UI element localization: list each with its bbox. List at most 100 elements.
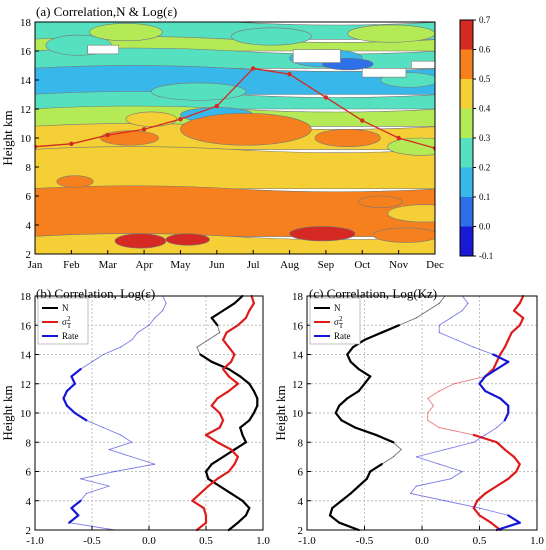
- series-sigma-segment: [472, 433, 498, 444]
- series-n-segment: [216, 324, 221, 334]
- legend-label-sub: T: [67, 322, 72, 330]
- series-n-segment: [369, 463, 383, 473]
- series-n-segment: [363, 331, 383, 341]
- series-n-segment: [427, 302, 440, 312]
- y-tick-label: 14: [292, 350, 304, 362]
- colorbar-tick-label: 0.3: [479, 133, 491, 143]
- series-n-segment: [349, 485, 360, 495]
- series-n-segment: [252, 389, 259, 400]
- legend-label-sup: 2: [339, 315, 343, 323]
- series-rate-segment: [479, 507, 509, 516]
- series-rate-segment: [91, 354, 104, 363]
- series-rate-segment: [65, 404, 77, 415]
- series-n-segment: [210, 316, 219, 327]
- panel-b: (b) Correlation, Log(ε) -1.0 -0.5 0.0 0.5 1.…: [0, 286, 270, 547]
- panel-c: (c) Correlation, Log(Kz) -1.0 -0.5 0.0 0.5 1…: [273, 286, 544, 547]
- series-sigma-segment: [207, 477, 219, 488]
- x-tick-label: Aug: [280, 259, 299, 271]
- y-tick-label: 10: [20, 133, 32, 145]
- series-n-segment: [354, 426, 378, 437]
- panel-a: (a) Correlation,N & Log(ε) Jan Feb Mar Apr M…: [0, 4, 493, 271]
- x-tick-label: 0.5: [473, 535, 487, 547]
- series-n-segment: [229, 492, 244, 502]
- series-n-segment: [248, 382, 255, 393]
- y-tick-label: 12: [292, 379, 303, 391]
- series-n-segment: [334, 404, 341, 415]
- tropopause-marker: [69, 141, 74, 146]
- x-tick-label: 0.0: [142, 535, 156, 547]
- contour-blob: [114, 233, 167, 249]
- series-sigma-segment: [499, 346, 506, 356]
- contour-blob: [125, 111, 178, 127]
- y-tick-label: 2: [26, 525, 32, 537]
- series-sigma-segment: [512, 455, 521, 466]
- colorbar-tick-label: 0.1: [479, 192, 490, 202]
- series-sigma-segment: [195, 521, 208, 532]
- series-n-segment: [380, 324, 401, 334]
- series-sigma-segment: [492, 360, 498, 371]
- series-n-segment: [346, 353, 352, 363]
- legend-label: σT2: [334, 315, 344, 330]
- colorbar-tick-label: 0.2: [479, 163, 490, 173]
- y-tick-label: 8: [26, 162, 32, 174]
- series-rate-segment: [120, 434, 133, 443]
- contour-fills: [35, 22, 435, 254]
- series-n-segment: [334, 411, 343, 422]
- x-tick-label: -1.0: [26, 535, 44, 547]
- series-sigma-segment: [210, 404, 221, 415]
- contour-blob: [56, 175, 94, 188]
- series-sigma-segment: [222, 368, 230, 378]
- colorbar: -0.1 0.0 0.1 0.2 0.3 0.4 0.5 0.6 0.7: [459, 15, 493, 261]
- series-sigma-segment: [478, 514, 493, 524]
- y-tick-label: 4: [298, 496, 304, 508]
- series-rate-segment: [70, 506, 80, 517]
- series-rate-segment: [438, 317, 452, 326]
- legend-label-sup: 2: [67, 315, 71, 323]
- series-sigma-segment: [484, 485, 498, 495]
- tropopause-line-path: [35, 67, 435, 149]
- series-sigma-segment: [204, 433, 219, 444]
- contour-blob: [387, 137, 435, 156]
- contour-blob: [358, 195, 403, 208]
- tropopause-marker: [396, 135, 401, 141]
- contour-blob: [289, 226, 356, 242]
- series-sigma-segment: [248, 302, 255, 312]
- series-rate-segment: [108, 449, 133, 458]
- tropopause-marker: [323, 95, 329, 100]
- series-n-segment: [398, 317, 417, 326]
- contour-blob: [180, 113, 312, 146]
- contour-blob: [89, 23, 163, 42]
- series-rate-segment: [68, 514, 80, 524]
- series-sigma-segment: [218, 411, 225, 422]
- series-rate-segment: [70, 375, 77, 385]
- tropopause-marker: [178, 116, 183, 122]
- series-n-segment: [239, 375, 251, 385]
- y-tick-label: 4: [26, 496, 32, 508]
- x-tick-label: Jun: [209, 259, 225, 271]
- series-sigma-segment: [222, 331, 228, 341]
- colorbar-swatch: [460, 49, 473, 79]
- series-rate-segment: [62, 397, 69, 407]
- panel-b-series: [62, 294, 259, 532]
- y-tick-label: 10: [292, 408, 304, 420]
- legend-label: Rate: [334, 331, 351, 341]
- x-tick-label: Oct: [354, 259, 370, 271]
- series-n-segment: [340, 492, 352, 502]
- series-n-segment: [346, 346, 355, 356]
- series-n-segment: [227, 368, 242, 378]
- y-tick-label: 14: [20, 350, 32, 362]
- series-n-segment: [233, 294, 244, 305]
- panel-b-axes: -1.0 -0.5 0.0 0.5 1.0 2 4 6 8 10 12 14 16 18: [20, 291, 270, 547]
- y-tick-label: 2: [26, 249, 32, 261]
- series-rate-segment: [70, 368, 82, 378]
- series-n-segment: [328, 506, 334, 517]
- y-tick-label: 12: [20, 379, 31, 391]
- missing-data-region: [361, 68, 407, 78]
- panel-a-axes: Jan Feb Mar Apr May Jun Jul Aug Sep Oct Nov Dec 2 4 6 8…: [20, 17, 444, 271]
- series-sigma-segment: [503, 448, 516, 458]
- series-rate-segment: [410, 492, 446, 502]
- y-tick-label: 16: [292, 320, 304, 332]
- series-rate-segment: [131, 456, 156, 465]
- series-n-segment: [338, 397, 349, 407]
- colorbar-swatch: [460, 108, 473, 138]
